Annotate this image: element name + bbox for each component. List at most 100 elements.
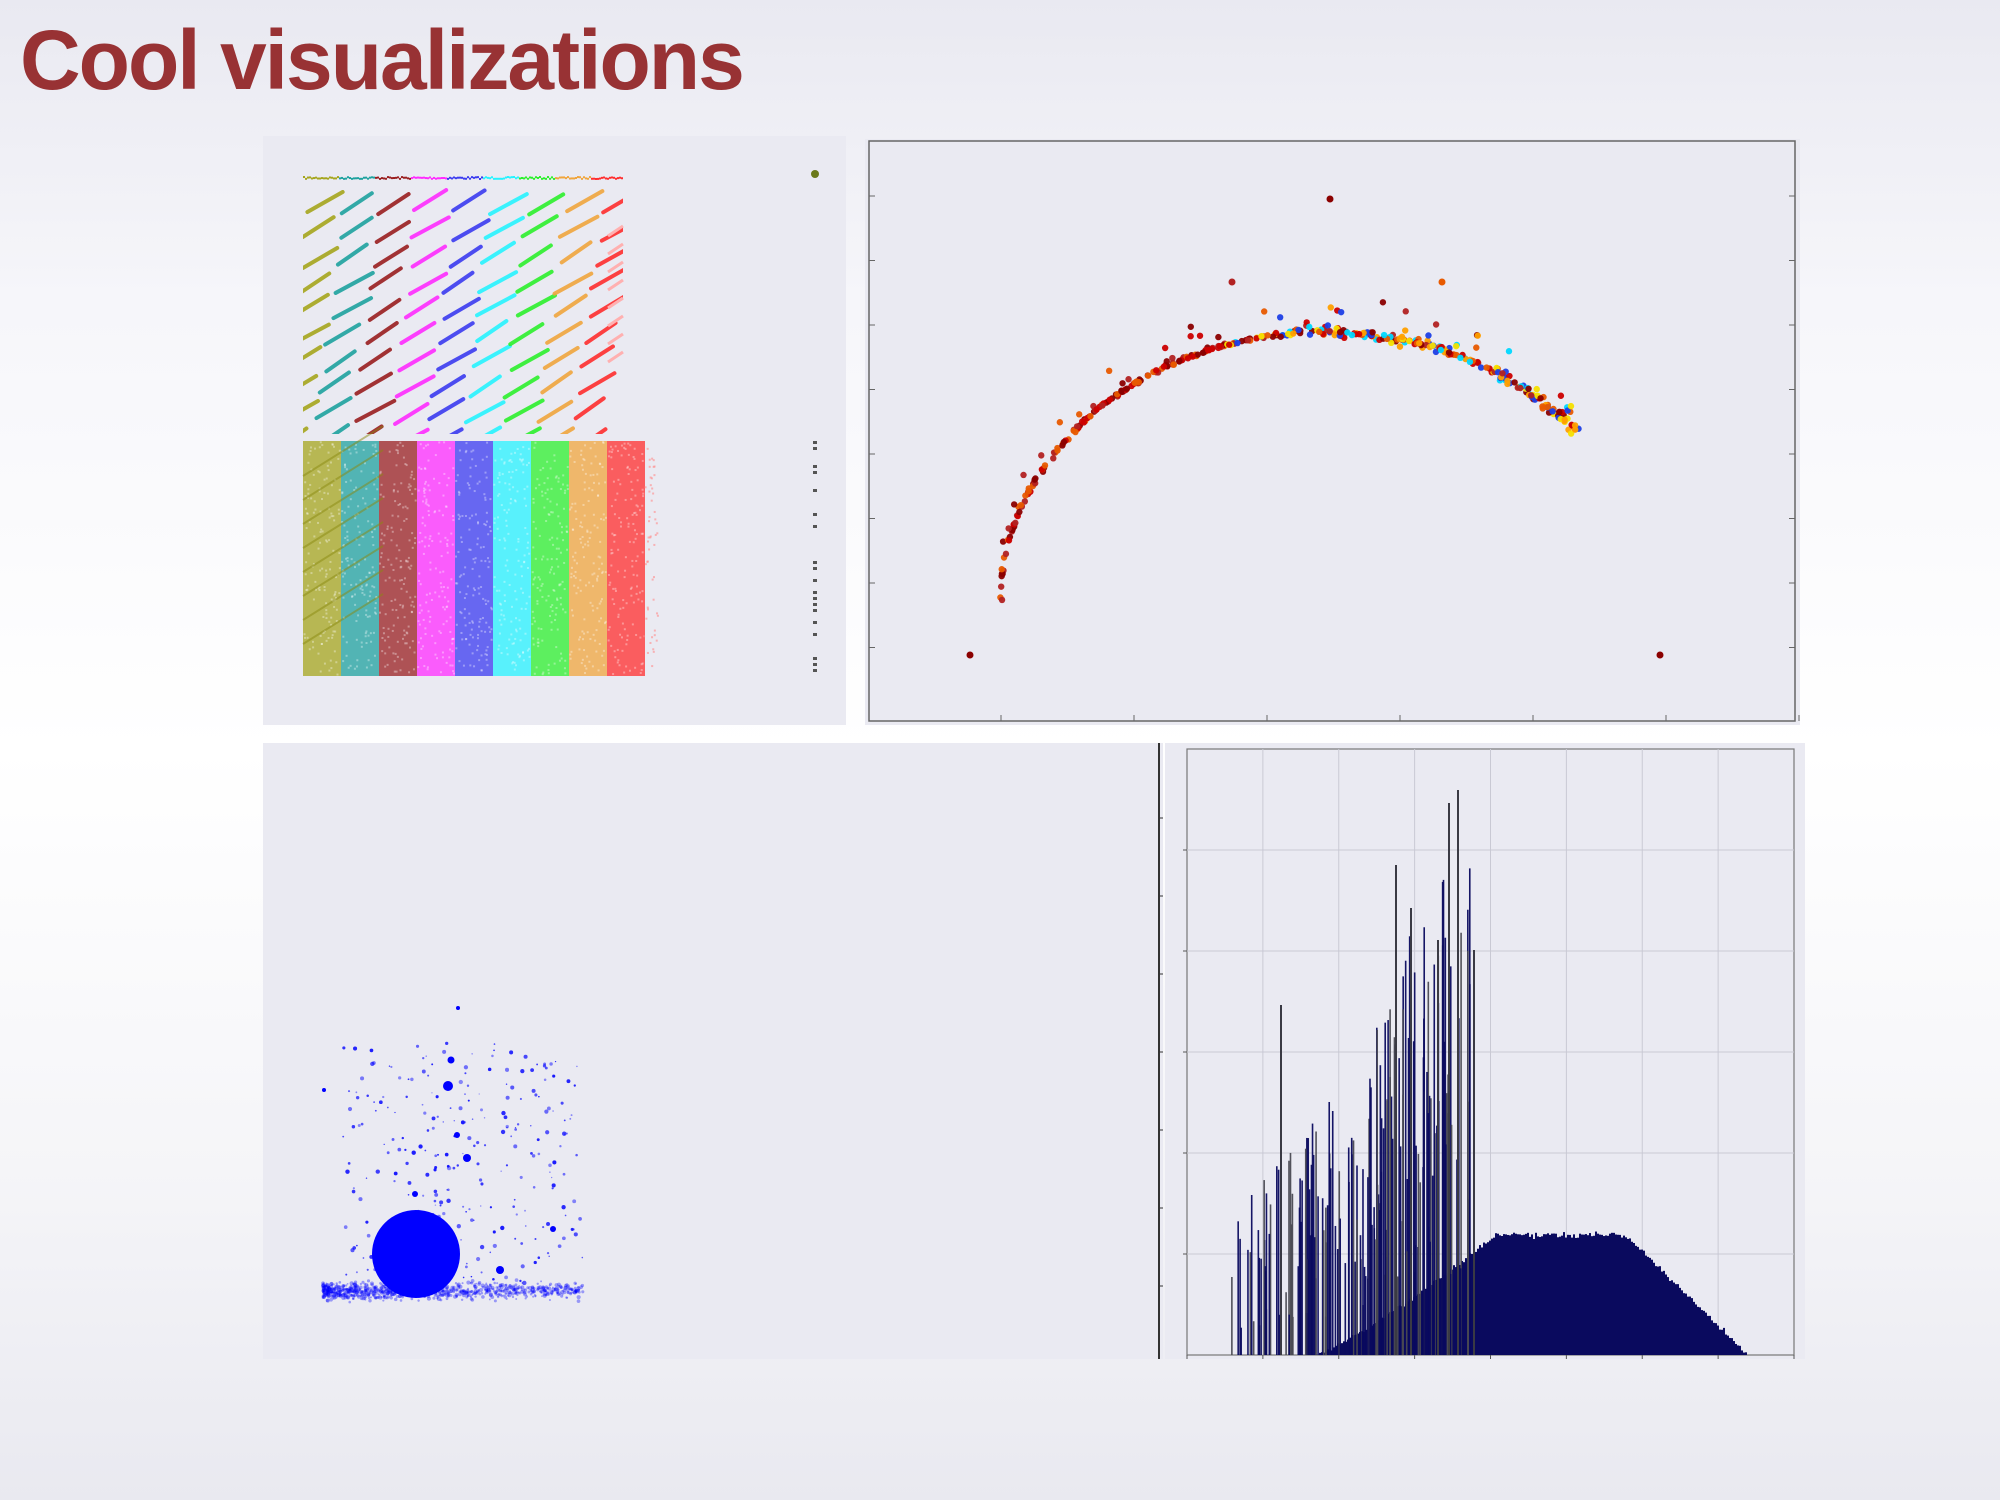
haze-dot <box>369 1296 373 1299</box>
scatter-dot <box>561 1205 566 1210</box>
band-noise <box>426 666 429 669</box>
haze-dot <box>572 1290 577 1295</box>
band-noise <box>386 527 389 530</box>
band-noise <box>443 608 446 611</box>
top-row-dot <box>619 176 621 179</box>
band-noise <box>587 544 590 547</box>
spike-bar <box>1306 1137 1308 1355</box>
top-row-dot <box>519 177 521 180</box>
top-row-dot <box>497 177 499 180</box>
haze-dot <box>372 1293 376 1297</box>
band-noise <box>593 572 596 575</box>
haze-dot <box>560 1290 564 1295</box>
band-noise <box>556 598 559 601</box>
band-noise <box>487 533 490 536</box>
haze-dot <box>333 1289 337 1292</box>
haze-dot <box>347 1289 352 1294</box>
haze-dot <box>456 1283 460 1287</box>
haze-dot <box>489 1289 492 1293</box>
haze-dot <box>385 1291 390 1296</box>
haze-dot <box>346 1290 351 1295</box>
haze-dot <box>345 1290 349 1294</box>
band-noise <box>411 532 414 535</box>
haze-dot <box>379 1288 384 1293</box>
scatter-dot <box>487 1067 492 1072</box>
band-noise <box>635 504 638 507</box>
top-row-dot <box>583 176 585 179</box>
band-noise <box>533 446 536 449</box>
band-noise <box>354 517 357 520</box>
band-noise <box>560 652 563 655</box>
band-noise <box>466 482 469 485</box>
pink-dot <box>651 457 654 460</box>
band-noise <box>633 447 636 450</box>
band-noise <box>346 535 349 538</box>
band-noise <box>566 530 569 533</box>
haze-dot <box>546 1286 549 1290</box>
spike-bar <box>1382 1128 1385 1355</box>
diagonal-stroke <box>305 190 345 215</box>
band-noise <box>480 559 483 562</box>
band-noise <box>309 450 312 453</box>
band-noise <box>443 472 446 475</box>
haze-dot <box>543 1289 547 1293</box>
haze-dot <box>326 1292 331 1297</box>
color-band <box>493 441 531 676</box>
band-noise <box>334 630 337 633</box>
top-row-dot <box>569 177 571 180</box>
haze-dot <box>363 1285 367 1290</box>
haze-dot <box>488 1283 493 1288</box>
haze-dot <box>326 1289 329 1293</box>
histogram-bar <box>1719 1329 1721 1355</box>
grey-tick <box>813 447 817 450</box>
band-noise <box>420 647 423 650</box>
band-noise <box>398 549 401 552</box>
histogram-bar <box>1713 1322 1715 1355</box>
band-noise <box>460 536 463 539</box>
haze-dot <box>458 1292 462 1297</box>
band-noise <box>325 573 328 576</box>
band-noise <box>387 635 390 638</box>
haze-dot <box>455 1288 458 1291</box>
haze-dot <box>543 1292 546 1295</box>
band-noise <box>579 537 582 540</box>
diagonal-stroke <box>542 345 580 370</box>
band-noise <box>519 453 522 456</box>
haze-dot <box>329 1290 333 1294</box>
haze-dot <box>322 1282 325 1285</box>
haze-dot <box>346 1287 350 1291</box>
haze-dot <box>332 1283 335 1286</box>
scatter-dot <box>476 1141 480 1145</box>
band-streak <box>302 473 384 525</box>
band-noise <box>388 450 391 453</box>
haze-dot <box>453 1289 456 1292</box>
haze-dot <box>538 1285 543 1290</box>
haze-dot <box>334 1295 338 1299</box>
band-noise <box>419 637 422 640</box>
band-noise <box>632 456 635 459</box>
haze-dot <box>397 1294 402 1299</box>
scatter-dot <box>446 1198 451 1204</box>
haze-dot <box>333 1291 338 1295</box>
scatter-dot <box>471 1118 474 1120</box>
scatter-point <box>1161 344 1169 352</box>
histogram-bar <box>1497 1233 1499 1355</box>
haze-dot <box>514 1287 519 1292</box>
band-noise <box>464 624 467 627</box>
spike-bar <box>1237 1221 1239 1355</box>
scatter-point <box>1038 452 1045 459</box>
haze-dot <box>351 1282 355 1285</box>
band-noise <box>312 562 315 565</box>
band-noise <box>513 668 516 671</box>
haze-dot <box>472 1292 476 1296</box>
band-noise <box>508 638 511 641</box>
band-noise <box>549 614 552 617</box>
band-noise <box>330 667 333 670</box>
pink-dot <box>646 447 649 450</box>
spike-bar <box>1371 1224 1373 1355</box>
band-noise <box>433 477 436 480</box>
band-noise <box>349 664 352 667</box>
haze-dot <box>364 1290 369 1295</box>
band-noise <box>500 613 503 616</box>
band-noise <box>506 569 509 572</box>
